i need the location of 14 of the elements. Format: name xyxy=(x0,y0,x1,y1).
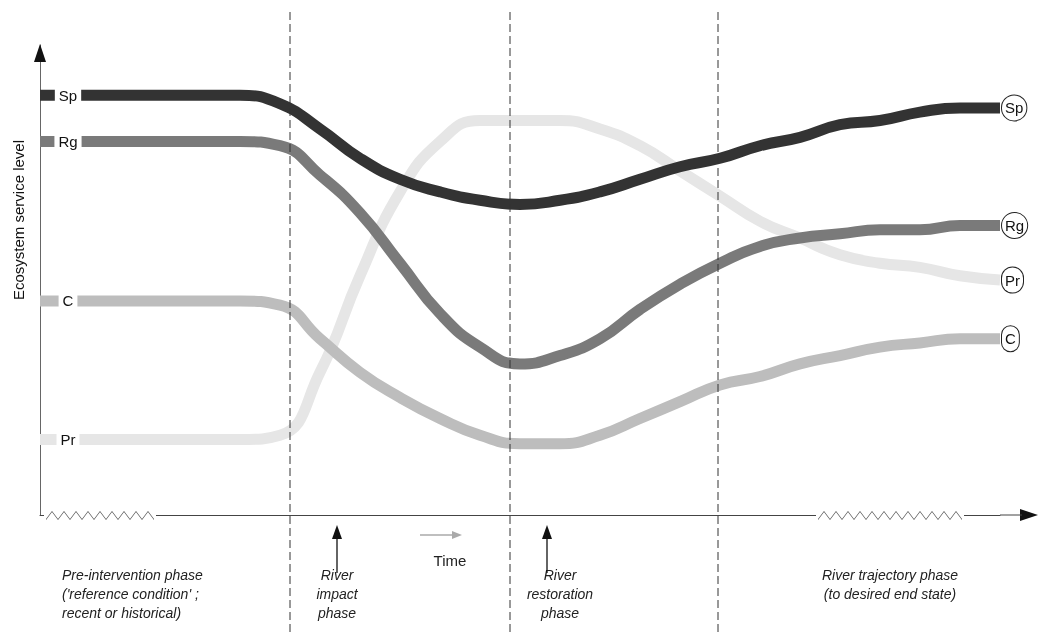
text: River restoration phase xyxy=(526,566,594,621)
text: C xyxy=(1005,330,1016,348)
series-label: Sp xyxy=(58,86,78,104)
text: Pr xyxy=(1005,271,1020,289)
x-axis-title: Time xyxy=(433,552,467,569)
series-label: Pr xyxy=(60,430,76,448)
text: Pre-intervention phase ('reference condition' ; recent or historical) xyxy=(62,566,204,621)
series-label: Rg xyxy=(58,133,78,151)
text: River trajectory phase (to desired end state) xyxy=(821,566,959,602)
series-label: C xyxy=(62,292,74,310)
text: Sp xyxy=(1005,99,1024,117)
text: Rg xyxy=(1005,216,1025,234)
text: River impact phase xyxy=(316,566,359,621)
y-axis-title: Ecosystem service level xyxy=(10,139,27,301)
